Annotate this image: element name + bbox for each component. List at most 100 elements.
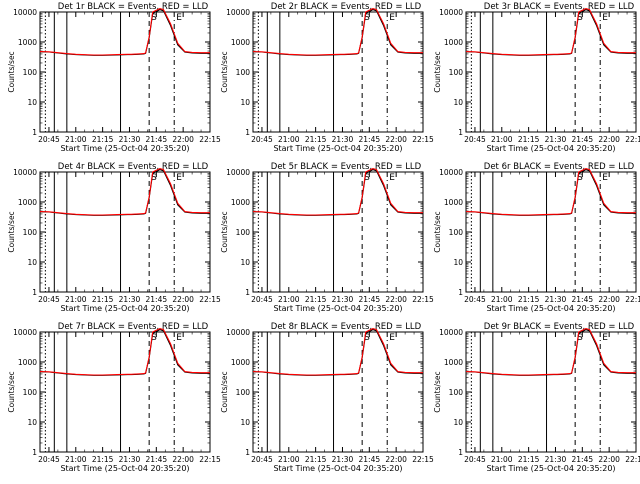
x-tick-label: 21:30 xyxy=(332,295,354,304)
x-tick-label: 21:00 xyxy=(491,135,513,144)
annotation-s: S xyxy=(364,173,370,183)
x-axis-label: Start Time (25-Oct-04 20:35:20) xyxy=(273,144,402,153)
y-tick-label: 1000 xyxy=(18,198,37,207)
plot-frame xyxy=(252,171,424,293)
series-line-lld xyxy=(39,8,210,56)
y-tick-label: 100 xyxy=(23,388,38,397)
x-axis-label: Start Time (25-Oct-04 20:35:20) xyxy=(486,304,615,313)
y-axis-label: Counts/sec xyxy=(433,371,442,412)
x-tick-label: 21:45 xyxy=(572,455,594,464)
y-tick-label: 1 xyxy=(32,128,37,137)
y-tick-label: 10 xyxy=(27,418,37,427)
y-tick-label: 10000 xyxy=(226,328,250,337)
chart-panel-6: Det 6r BLACK = Events, RED = LLD 1 10 100 10… xyxy=(433,162,640,313)
series-line-lld xyxy=(465,8,636,56)
series-line-lld xyxy=(252,168,423,216)
annotation-s: S xyxy=(151,13,157,23)
x-tick-label: 21:15 xyxy=(305,135,327,144)
series-line-lld xyxy=(39,328,210,376)
x-tick-label: 21:30 xyxy=(119,295,141,304)
x-tick-label: 21:30 xyxy=(119,135,141,144)
chart-panel-9: Det 9r BLACK = Events, RED = LLD 1 10 100 10… xyxy=(433,322,640,473)
plot-frame xyxy=(39,11,211,133)
y-tick-label: 100 xyxy=(449,68,464,77)
chart-title: Det 2r BLACK = Events, RED = LLD xyxy=(271,2,422,12)
x-tick-label: 21:00 xyxy=(491,455,513,464)
x-tick-label: 21:15 xyxy=(305,455,327,464)
y-tick-label: 10000 xyxy=(439,8,463,17)
y-tick-label: 10 xyxy=(240,418,250,427)
y-tick-label: 1 xyxy=(245,288,250,297)
y-tick-label: 1 xyxy=(245,448,250,457)
x-tick-label: 21:15 xyxy=(518,135,540,144)
y-axis-label: Counts/sec xyxy=(220,211,229,252)
plot-frame xyxy=(39,331,211,453)
plot-frame xyxy=(465,171,637,293)
annotation-s: S xyxy=(577,333,583,343)
y-tick-label: 100 xyxy=(236,68,251,77)
annotation-s: S xyxy=(577,173,583,183)
chart-panel-4: Det 4r BLACK = Events, RED = LLD 1 10 100 10… xyxy=(7,162,221,313)
x-axis-label: Start Time (25-Oct-04 20:35:20) xyxy=(273,304,402,313)
chart-title: Det 9r BLACK = Events, RED = LLD xyxy=(484,322,635,332)
y-tick-label: 1 xyxy=(458,448,463,457)
series-line-lld xyxy=(252,328,423,376)
y-tick-label: 100 xyxy=(23,68,38,77)
chart-title: Det 3r BLACK = Events, RED = LLD xyxy=(484,2,635,12)
y-tick-label: 1 xyxy=(32,288,37,297)
y-tick-label: 100 xyxy=(236,228,251,237)
y-tick-label: 10 xyxy=(453,98,463,107)
x-tick-label: 22:00 xyxy=(385,455,407,464)
x-tick-label: 20:45 xyxy=(251,135,273,144)
x-tick-label: 21:15 xyxy=(92,295,114,304)
y-axis-label: Counts/sec xyxy=(220,371,229,412)
x-tick-label: 21:45 xyxy=(146,135,168,144)
x-axis-label: Start Time (25-Oct-04 20:35:20) xyxy=(486,464,615,473)
x-tick-label: 21:00 xyxy=(278,135,300,144)
x-tick-label: 21:30 xyxy=(545,455,567,464)
x-tick-label: 22:15 xyxy=(625,455,640,464)
series-line-lld xyxy=(465,168,636,216)
y-tick-label: 10000 xyxy=(226,168,250,177)
x-tick-label: 21:15 xyxy=(518,295,540,304)
annotation-e: E xyxy=(602,173,608,183)
y-tick-label: 1000 xyxy=(231,198,250,207)
annotation-e: E xyxy=(176,173,182,183)
x-tick-label: 21:45 xyxy=(572,295,594,304)
series-line-events xyxy=(39,169,210,216)
y-tick-label: 100 xyxy=(23,228,38,237)
x-tick-label: 21:00 xyxy=(65,295,87,304)
y-tick-label: 1000 xyxy=(231,38,250,47)
y-tick-label: 10000 xyxy=(13,168,37,177)
x-tick-label: 21:45 xyxy=(359,295,381,304)
plot-frame xyxy=(39,171,211,293)
x-tick-label: 22:00 xyxy=(385,295,407,304)
y-axis-label: Counts/sec xyxy=(7,211,16,252)
y-axis-label: Counts/sec xyxy=(220,51,229,92)
y-axis-label: Counts/sec xyxy=(433,51,442,92)
x-tick-label: 22:15 xyxy=(412,295,434,304)
y-tick-label: 100 xyxy=(236,388,251,397)
y-tick-label: 1 xyxy=(245,128,250,137)
x-tick-label: 21:15 xyxy=(92,455,114,464)
series-line-events xyxy=(39,9,210,56)
series-line-lld xyxy=(39,168,210,216)
series-line-events xyxy=(252,329,423,376)
series-line-events xyxy=(252,9,423,56)
y-tick-label: 100 xyxy=(449,228,464,237)
x-tick-label: 20:45 xyxy=(38,455,60,464)
x-tick-label: 21:45 xyxy=(572,135,594,144)
chart-panel-8: Det 8r BLACK = Events, RED = LLD 1 10 100 10… xyxy=(220,322,434,473)
plot-frame xyxy=(252,11,424,133)
x-tick-label: 20:45 xyxy=(464,295,486,304)
y-tick-label: 1000 xyxy=(444,358,463,367)
chart-panel-7: Det 7r BLACK = Events, RED = LLD 1 10 100 10… xyxy=(7,322,221,473)
x-tick-label: 20:45 xyxy=(464,135,486,144)
annotation-s: S xyxy=(151,173,157,183)
x-tick-label: 21:30 xyxy=(545,135,567,144)
y-tick-label: 10000 xyxy=(13,8,37,17)
x-tick-label: 22:15 xyxy=(199,295,221,304)
y-tick-label: 1000 xyxy=(444,198,463,207)
chart-title: Det 4r BLACK = Events, RED = LLD xyxy=(58,162,209,172)
